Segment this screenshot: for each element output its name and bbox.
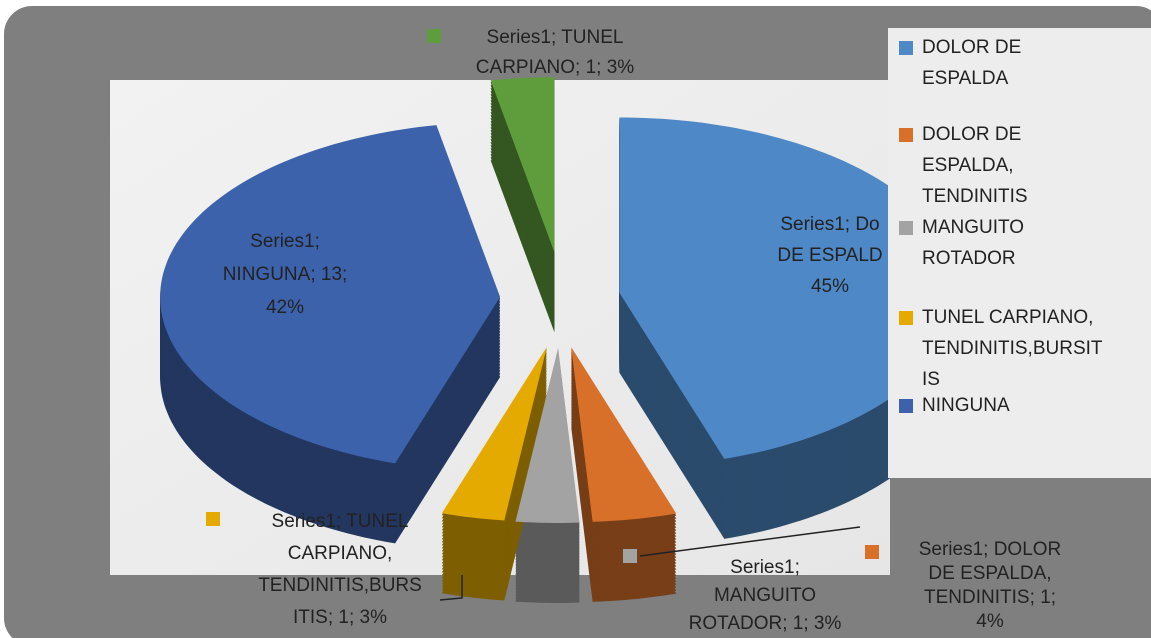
leader-line xyxy=(439,575,463,601)
legend-box xyxy=(888,28,1151,478)
data-label: DE ESPALD xyxy=(777,245,882,266)
slice xyxy=(490,77,555,253)
data-label: 45% xyxy=(811,276,849,297)
data-label: Series1; xyxy=(250,231,320,252)
legend-label: ROTADOR xyxy=(922,248,1016,269)
legend-marker xyxy=(899,128,913,142)
data-label: Series1; TUNEL xyxy=(272,511,409,532)
legend-label: DOLOR DE xyxy=(922,124,1021,145)
label-marker xyxy=(623,549,637,563)
legend-label: ESPALDA, xyxy=(922,155,1014,176)
slice xyxy=(441,346,547,521)
data-label: TENDINITIS; 1; xyxy=(924,587,1056,608)
legend-marker xyxy=(899,41,913,55)
data-label: NINGUNA; 13; xyxy=(223,264,348,285)
leader-line xyxy=(639,526,861,557)
slice xyxy=(515,348,580,523)
data-label: Series1; Do xyxy=(780,214,879,235)
slice xyxy=(619,117,960,459)
slice xyxy=(571,347,677,522)
legend-label: TUNEL CARPIANO, xyxy=(922,307,1093,328)
legend: DOLOR DE ESPALDA DOLOR DE ESPALDA, TENDINITI… xyxy=(899,37,1103,416)
data-label: CARPIANO; 1; 3% xyxy=(476,57,634,78)
legend-label: TENDINITIS,BURSIT xyxy=(922,338,1103,359)
legend-label: IS xyxy=(922,369,940,390)
legend-marker xyxy=(899,311,913,325)
data-label: Series1; DOLOR xyxy=(919,539,1062,560)
legend-label: NINGUNA xyxy=(922,395,1010,416)
label-marker xyxy=(427,29,441,43)
data-label: MANGUITO xyxy=(714,585,816,606)
data-label: 4% xyxy=(976,611,1004,632)
data-label: Series1; TUNEL xyxy=(487,27,624,48)
legend-label: ESPALDA xyxy=(922,68,1009,89)
data-label: TENDINITIS,BURS xyxy=(258,575,422,596)
legend-label: TENDINITIS xyxy=(922,186,1028,207)
slice xyxy=(160,125,501,464)
label-marker xyxy=(865,545,879,559)
data-label: Series1; xyxy=(730,557,800,578)
data-label: CARPIANO, xyxy=(288,543,393,564)
data-label: ROTADOR; 1; 3% xyxy=(689,613,842,634)
legend-marker xyxy=(899,399,913,413)
label-marker xyxy=(206,512,220,526)
pie xyxy=(160,77,960,603)
data-labels: Series1; Do DE ESPALD 45% Series1; DOLOR DE … xyxy=(206,27,1061,634)
legend-label: DOLOR DE xyxy=(922,37,1021,58)
data-label: 42% xyxy=(266,297,304,318)
legend-label: MANGUITO xyxy=(922,217,1024,238)
legend-marker xyxy=(899,221,913,235)
data-label: ITIS; 1; 3% xyxy=(293,607,387,628)
data-label: DE ESPALDA, xyxy=(928,563,1051,584)
